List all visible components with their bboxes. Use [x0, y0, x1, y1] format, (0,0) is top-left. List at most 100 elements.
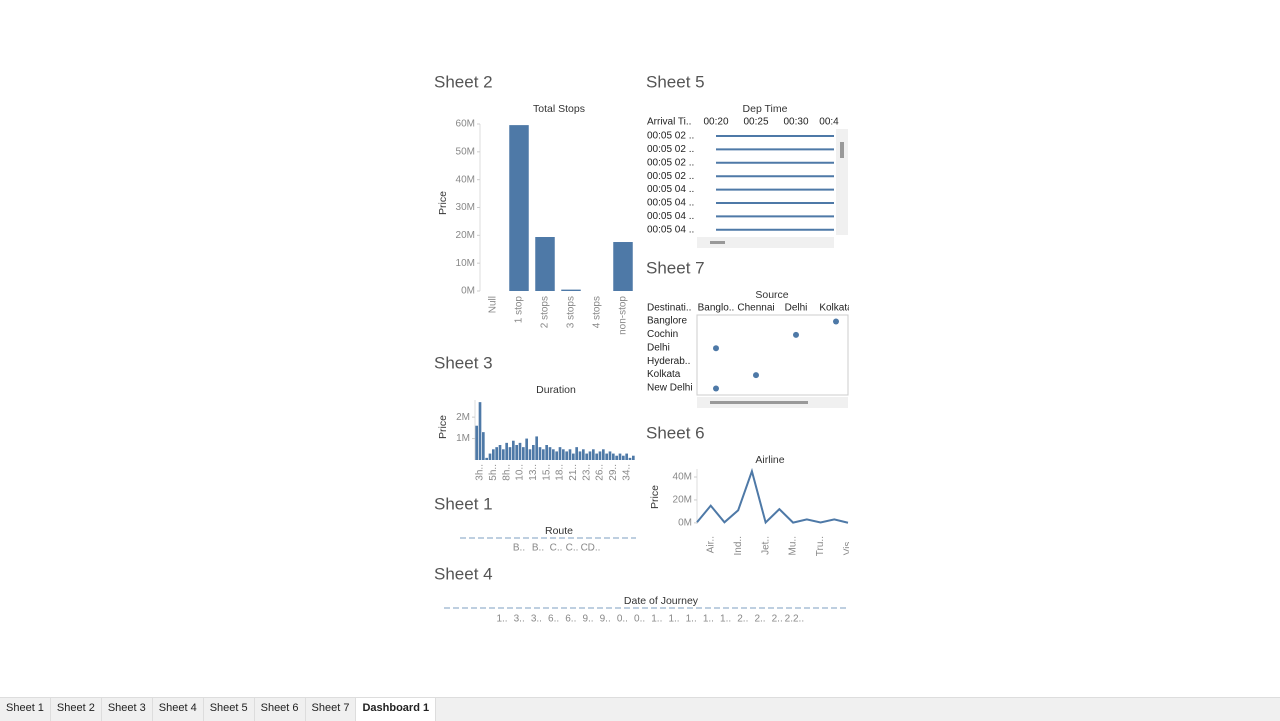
sheet-heading: Sheet 3: [434, 353, 493, 372]
column-header: 00:25: [743, 117, 768, 128]
bar: [622, 455, 625, 460]
x-tick-label: 1..: [651, 614, 662, 625]
bar: [538, 447, 542, 460]
bar: [528, 449, 532, 460]
bar: [605, 453, 608, 460]
y-tick-label: 40M: [456, 174, 475, 185]
bar: [588, 451, 592, 460]
x-tick-label: 0..: [634, 614, 645, 625]
dot: [713, 345, 719, 352]
dot: [713, 385, 719, 392]
row-label: Cochin: [647, 329, 678, 340]
x-tick-label: 18..: [555, 464, 566, 481]
x-tick-label: 2 stops: [540, 296, 551, 328]
row-header: Destinati..: [647, 303, 691, 314]
bar: [612, 453, 615, 460]
bar: [592, 449, 595, 460]
bar: [535, 436, 538, 460]
x-tick-label: 8h..: [501, 464, 512, 481]
row-label: Delhi: [647, 342, 670, 353]
bar: [485, 457, 488, 460]
row-label: 00:05 02 ..: [647, 157, 694, 168]
bar: [505, 442, 508, 460]
dot: [753, 372, 759, 379]
row-label: 00:05 04 ..: [647, 184, 694, 195]
sheet-tab[interactable]: Sheet 3: [102, 698, 153, 721]
x-tick-label: 2.2..: [785, 614, 804, 625]
y-tick-label: 50M: [456, 146, 475, 157]
bar: [502, 449, 505, 460]
dot: [793, 331, 799, 338]
x-tick-label: 29..: [608, 464, 619, 481]
x-tick-label: Tru..: [815, 536, 826, 556]
row-label: Kolkata: [647, 369, 681, 380]
bar: [572, 453, 575, 460]
sheet-tab[interactable]: Sheet 6: [255, 698, 306, 721]
bar: [585, 453, 588, 460]
x-tick-label: 2..: [754, 614, 765, 625]
bar: [608, 451, 612, 460]
bar: [518, 442, 522, 460]
sheet-tab[interactable]: Sheet 5: [204, 698, 255, 721]
x-tick-label: 21..: [568, 464, 579, 481]
sheet-heading: Sheet 6: [646, 423, 705, 442]
pane-border: [696, 314, 849, 396]
x-tick-label: 1..: [686, 614, 697, 625]
sheet-tab[interactable]: Sheet 7: [306, 698, 357, 721]
row-label: 00:05 04 ..: [647, 211, 694, 222]
y-tick-label: 10M: [456, 258, 475, 269]
bar: [548, 447, 552, 460]
bar: [532, 445, 535, 460]
x-tick-label: D..: [588, 543, 601, 554]
sheet-tab[interactable]: Sheet 4: [153, 698, 204, 721]
column-header: 00:20: [703, 117, 728, 128]
bar: [561, 289, 581, 291]
bar: [582, 449, 585, 460]
y-axis-title: Price: [437, 191, 449, 215]
bar: [575, 447, 578, 460]
sheet-heading: Sheet 1: [434, 494, 493, 513]
bar: [568, 449, 572, 460]
bar: [515, 445, 518, 460]
bar: [598, 451, 602, 460]
x-tick-label: 3..: [531, 614, 542, 625]
x-tick-label: 23..: [581, 464, 592, 481]
column-header: Kolkata: [819, 303, 853, 314]
chart-title: Source: [755, 289, 788, 301]
y-tick-label: 30M: [456, 202, 475, 213]
row-label: Hyderab..: [647, 356, 690, 367]
bar: [525, 438, 528, 460]
bar: [618, 453, 622, 460]
bar: [478, 402, 482, 460]
bar: [628, 457, 632, 460]
bar: [542, 449, 545, 460]
x-tick-label: Ind..: [733, 536, 744, 555]
bar: [602, 449, 605, 460]
x-tick-label: 3..: [514, 614, 525, 625]
sheet-tab[interactable]: Sheet 1: [0, 698, 51, 721]
y-tick-label: 40M: [673, 472, 692, 483]
y-tick-label: 20M: [673, 495, 692, 506]
dot: [833, 318, 839, 325]
x-tick-label: 3 stops: [566, 296, 577, 328]
scrollbar-h: [697, 237, 834, 248]
bar: [512, 440, 515, 460]
chart-title: Route: [545, 525, 573, 537]
line: [696, 467, 849, 525]
x-tick-label: Jet..: [760, 536, 771, 555]
row-label: 00:05 04 ..: [647, 198, 694, 209]
x-tick-label: 1..: [668, 614, 679, 625]
sheet-tab[interactable]: Sheet 2: [51, 698, 102, 721]
x-tick-label: 6..: [548, 614, 559, 625]
bar: [488, 453, 492, 460]
x-tick-label: 10..: [515, 464, 526, 481]
scroll-thumb: [710, 401, 808, 404]
bar: [509, 125, 529, 291]
y-tick-label: 0M: [461, 286, 475, 297]
sheet-tab[interactable]: Dashboard 1: [356, 698, 437, 721]
x-tick-label: Air..: [705, 536, 716, 553]
bar: [498, 445, 502, 460]
chart-title: Airline: [755, 454, 784, 466]
bar: [545, 445, 548, 460]
